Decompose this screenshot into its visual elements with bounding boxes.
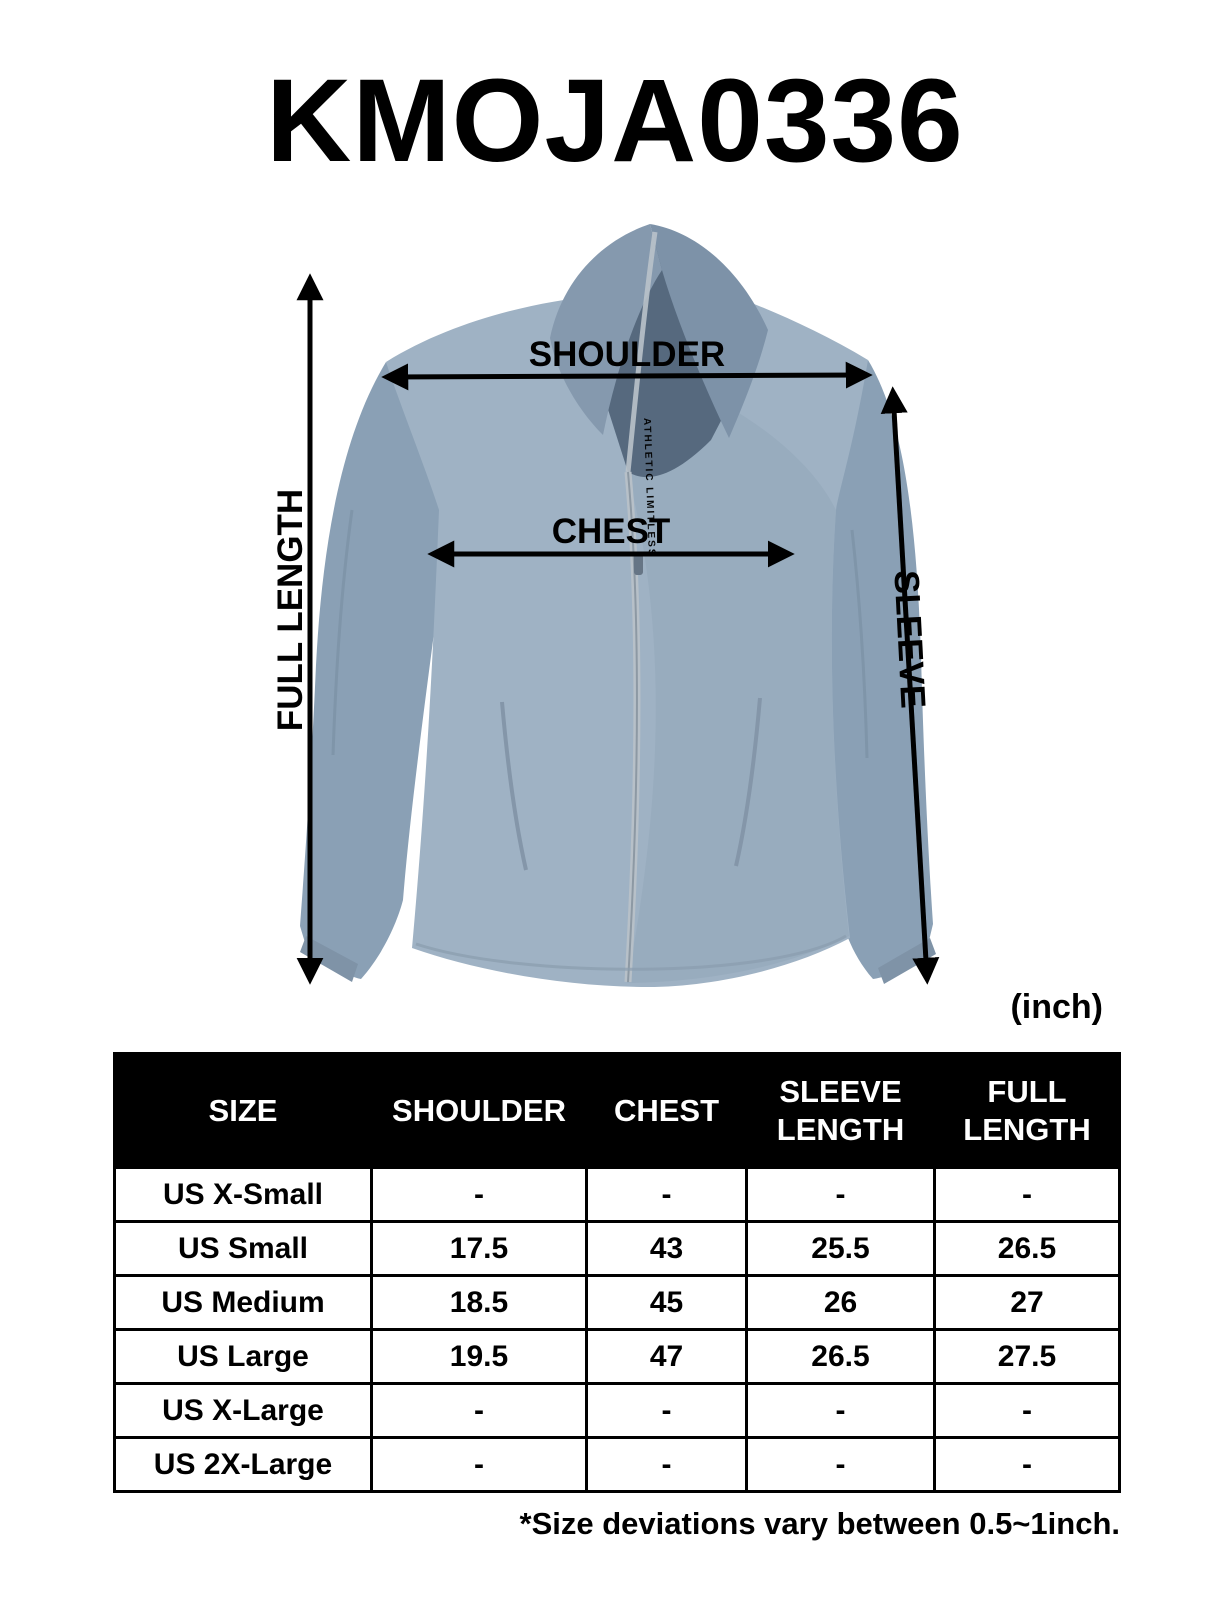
cell-size: US Small: [113, 1220, 373, 1277]
jacket-right-pocket-seam: [734, 697, 762, 867]
table-row: US Medium 18.5 45 26 27: [113, 1274, 1121, 1331]
measurement-arrows: [296, 273, 940, 985]
sleeve-label: SLEEVE: [886, 569, 932, 709]
col-header-full-length: FULL LENGTH: [933, 1052, 1121, 1169]
col-header-size: SIZE: [113, 1052, 373, 1169]
jacket-hem-line: [415, 934, 847, 971]
jacket-left-pocket-seam: [500, 701, 528, 871]
cell-full-length: -: [933, 1382, 1121, 1439]
cell-size: US 2X-Large: [113, 1436, 373, 1493]
jacket-collar-zipper-tape: [625, 231, 658, 473]
cell-size: US X-Large: [113, 1382, 373, 1439]
unit-label: (inch): [1010, 988, 1103, 1026]
table-row: US Large 19.5 47 26.5 27.5: [113, 1328, 1121, 1385]
cell-sleeve-length: -: [745, 1436, 936, 1493]
cell-shoulder: -: [370, 1166, 588, 1223]
cell-full-length: 26.5: [933, 1220, 1121, 1277]
cell-shoulder: 17.5: [370, 1220, 588, 1277]
cell-full-length: 27.5: [933, 1328, 1121, 1385]
size-deviation-note: *Size deviations vary between 0.5~1inch.: [519, 1506, 1120, 1541]
jacket-figure-svg: ATHLETIC LIMITLESS SHOULDER CHEST FULL L…: [271, 224, 940, 987]
table-row: US X-Large - - - -: [113, 1382, 1121, 1439]
shoulder-label: SHOULDER: [529, 335, 725, 374]
sleeve-arrow: [880, 386, 940, 985]
cell-full-length: -: [933, 1166, 1121, 1223]
jacket-zipper-line: [627, 471, 639, 983]
cell-sleeve-length: 25.5: [745, 1220, 936, 1277]
col-header-shoulder: SHOULDER: [370, 1052, 588, 1169]
jacket-left-sleeve: [300, 362, 450, 979]
table-row: US X-Small - - - -: [113, 1166, 1121, 1223]
chest-label: CHEST: [552, 512, 671, 551]
cell-chest: 43: [585, 1220, 748, 1277]
table-row: US 2X-Large - - - -: [113, 1436, 1121, 1493]
cell-shoulder: -: [370, 1436, 588, 1493]
cell-chest: -: [585, 1436, 748, 1493]
col-header-chest: CHEST: [585, 1052, 748, 1169]
size-table-header-row: SIZE SHOULDER CHEST SLEEVE LENGTH FULL L…: [113, 1052, 1121, 1169]
jacket-wrinkles: [331, 509, 869, 759]
size-table: SIZE SHOULDER CHEST SLEEVE LENGTH FULL L…: [113, 1052, 1121, 1493]
product-code-title: KMOJA0336: [266, 55, 964, 187]
cell-full-length: 27: [933, 1274, 1121, 1331]
cell-shoulder: 18.5: [370, 1274, 588, 1331]
shoulder-arrow: [381, 361, 873, 391]
jacket-brand-text: ATHLETIC LIMITLESS: [641, 418, 657, 558]
cell-chest: 45: [585, 1274, 748, 1331]
jacket-zipper-pull: [634, 554, 643, 575]
cell-sleeve-length: 26: [745, 1274, 936, 1331]
jacket-right-panel-shade: [627, 398, 849, 983]
col-header-sleeve-length: SLEEVE LENGTH: [745, 1052, 936, 1169]
cell-chest: 47: [585, 1328, 748, 1385]
cell-sleeve-length: -: [745, 1382, 936, 1439]
cell-shoulder: -: [370, 1382, 588, 1439]
cell-chest: -: [585, 1382, 748, 1439]
full-length-label: FULL LENGTH: [271, 489, 310, 731]
table-row: US Small 17.5 43 25.5 26.5: [113, 1220, 1121, 1277]
cell-sleeve-length: 26.5: [745, 1328, 936, 1385]
cell-sleeve-length: -: [745, 1166, 936, 1223]
cell-size: US Medium: [113, 1274, 373, 1331]
cell-full-length: -: [933, 1436, 1121, 1493]
cell-shoulder: 19.5: [370, 1328, 588, 1385]
cell-size: US Large: [113, 1328, 373, 1385]
cell-chest: -: [585, 1166, 748, 1223]
jacket-measurement-figure: ATHLETIC LIMITLESS SHOULDER CHEST FULL L…: [150, 210, 1080, 1010]
cell-size: US X-Small: [113, 1166, 373, 1223]
